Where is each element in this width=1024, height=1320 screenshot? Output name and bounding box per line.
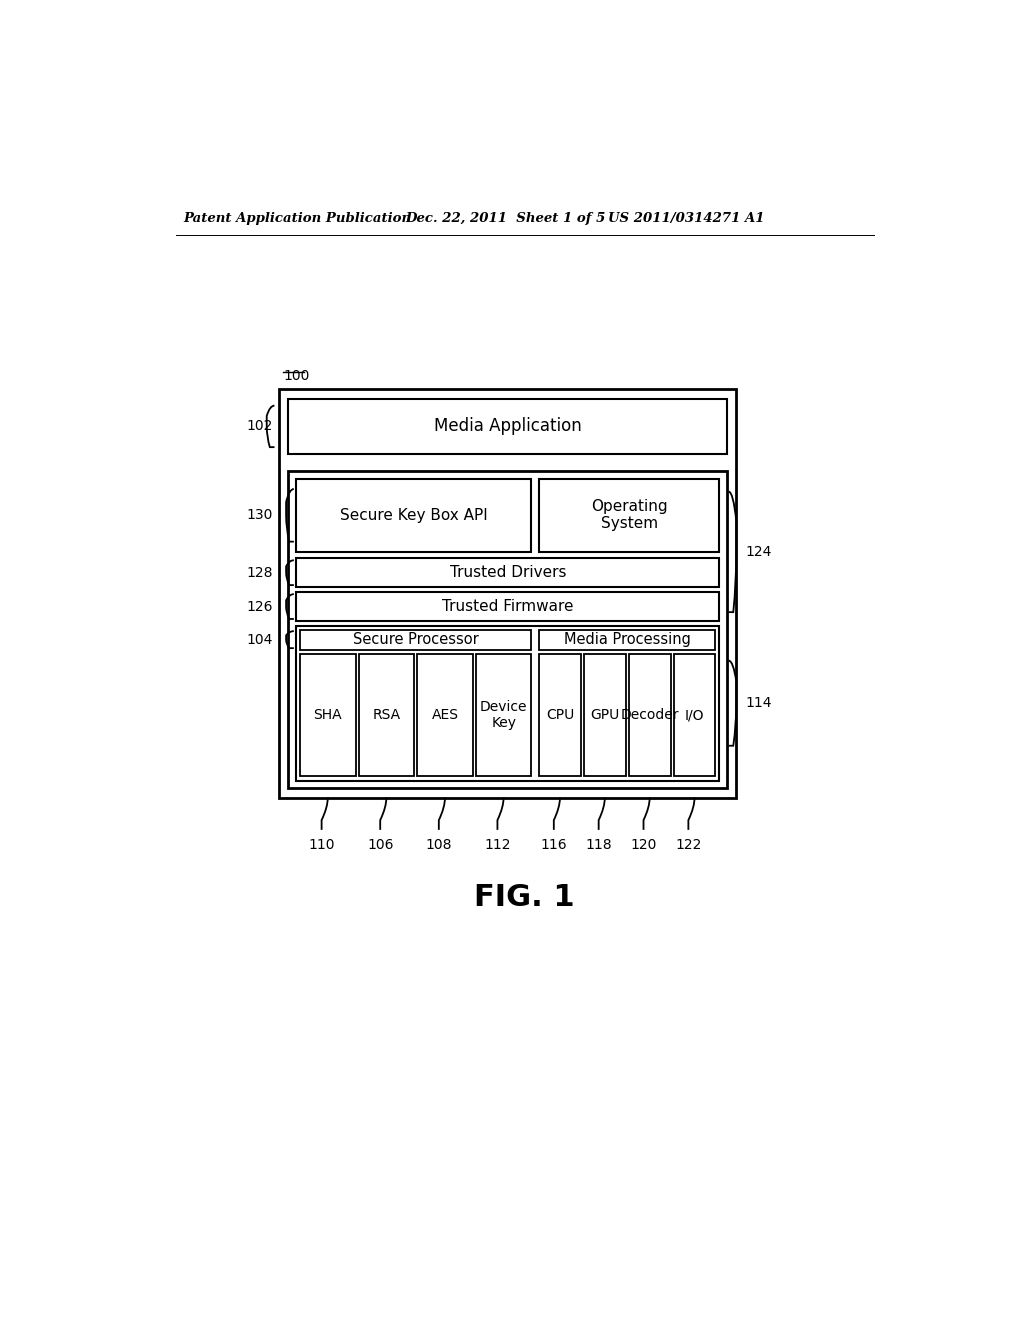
Text: 102: 102 bbox=[247, 420, 273, 433]
Text: 124: 124 bbox=[745, 545, 772, 558]
Text: 120: 120 bbox=[631, 838, 656, 851]
FancyBboxPatch shape bbox=[300, 655, 355, 776]
Text: 114: 114 bbox=[745, 696, 772, 710]
FancyBboxPatch shape bbox=[629, 655, 671, 776]
Text: 130: 130 bbox=[247, 508, 273, 523]
FancyBboxPatch shape bbox=[289, 399, 727, 454]
FancyBboxPatch shape bbox=[539, 630, 716, 649]
Text: Operating
System: Operating System bbox=[591, 499, 668, 532]
Text: Dec. 22, 2011  Sheet 1 of 5: Dec. 22, 2011 Sheet 1 of 5 bbox=[406, 213, 606, 224]
Text: Secure Processor: Secure Processor bbox=[353, 632, 478, 647]
Text: Trusted Firmware: Trusted Firmware bbox=[442, 599, 573, 614]
FancyBboxPatch shape bbox=[584, 655, 626, 776]
Text: Trusted Drivers: Trusted Drivers bbox=[450, 565, 566, 581]
Text: 118: 118 bbox=[586, 838, 612, 851]
FancyBboxPatch shape bbox=[358, 655, 414, 776]
FancyBboxPatch shape bbox=[476, 655, 531, 776]
Text: I/O: I/O bbox=[685, 708, 705, 722]
FancyBboxPatch shape bbox=[296, 626, 719, 780]
Text: AES: AES bbox=[431, 708, 459, 722]
Text: 104: 104 bbox=[247, 632, 273, 647]
Text: Secure Key Box API: Secure Key Box API bbox=[340, 508, 487, 523]
FancyBboxPatch shape bbox=[300, 630, 531, 649]
Text: Media Application: Media Application bbox=[434, 417, 582, 436]
FancyBboxPatch shape bbox=[539, 479, 719, 552]
Text: Media Processing: Media Processing bbox=[564, 632, 691, 647]
Text: GPU: GPU bbox=[590, 708, 620, 722]
Text: 108: 108 bbox=[426, 838, 452, 851]
Text: US 2011/0314271 A1: US 2011/0314271 A1 bbox=[608, 213, 765, 224]
FancyBboxPatch shape bbox=[280, 389, 736, 797]
FancyBboxPatch shape bbox=[539, 655, 581, 776]
Text: Patent Application Publication: Patent Application Publication bbox=[183, 213, 412, 224]
Text: 110: 110 bbox=[308, 838, 335, 851]
Text: 100: 100 bbox=[283, 368, 309, 383]
Text: RSA: RSA bbox=[373, 708, 400, 722]
FancyBboxPatch shape bbox=[296, 591, 719, 622]
FancyBboxPatch shape bbox=[417, 655, 473, 776]
Text: CPU: CPU bbox=[546, 708, 574, 722]
Text: 112: 112 bbox=[484, 838, 511, 851]
Text: Device
Key: Device Key bbox=[480, 700, 527, 730]
Text: FIG. 1: FIG. 1 bbox=[474, 883, 575, 912]
FancyBboxPatch shape bbox=[296, 479, 531, 552]
Text: 126: 126 bbox=[247, 599, 273, 614]
FancyBboxPatch shape bbox=[296, 558, 719, 587]
Text: 106: 106 bbox=[367, 838, 393, 851]
Text: SHA: SHA bbox=[313, 708, 342, 722]
FancyBboxPatch shape bbox=[674, 655, 716, 776]
Text: Decoder: Decoder bbox=[621, 708, 679, 722]
Text: 122: 122 bbox=[675, 838, 701, 851]
Text: 116: 116 bbox=[541, 838, 567, 851]
FancyBboxPatch shape bbox=[289, 471, 727, 788]
Text: 128: 128 bbox=[247, 566, 273, 579]
